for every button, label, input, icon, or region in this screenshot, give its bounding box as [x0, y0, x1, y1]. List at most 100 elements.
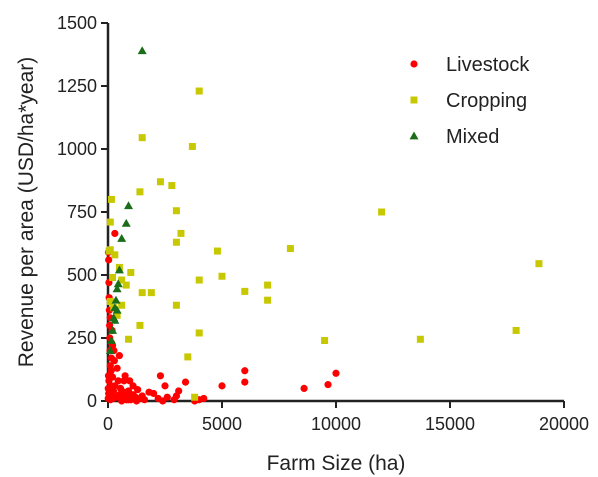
legend-label-mixed: Mixed — [446, 126, 499, 148]
cropping-point — [195, 87, 203, 95]
livestock-point — [129, 391, 137, 399]
x-tick-label: 10000 — [311, 414, 361, 434]
livestock-point — [156, 372, 165, 380]
cropping-point — [172, 301, 180, 309]
cropping-point — [195, 329, 203, 337]
livestock-point — [111, 229, 119, 238]
y-axis-title: Revenue per area (USD/ha*year) — [15, 57, 38, 368]
legend: Livestock Cropping Mixed — [409, 54, 530, 148]
cropping-point — [213, 247, 221, 255]
mixed-point — [108, 325, 118, 334]
x-tick-label: 15000 — [425, 414, 475, 434]
data-points — [104, 46, 543, 405]
livestock-point — [126, 377, 134, 385]
mixed-point — [106, 336, 116, 344]
mixed-point — [124, 201, 134, 210]
y-tick-label: 0 — [87, 391, 97, 411]
y-tick-label: 1500 — [57, 13, 97, 33]
mixed-point — [121, 218, 131, 227]
cropping-point — [191, 393, 199, 401]
cropping-point — [125, 335, 133, 343]
cropping-point — [127, 268, 135, 276]
cropping-point — [106, 218, 114, 226]
livestock-point — [332, 369, 340, 377]
legend-label-livestock: Livestock — [446, 54, 530, 76]
livestock-point — [241, 367, 249, 375]
cropping-point — [147, 289, 155, 297]
x-tick-label: 0 — [103, 414, 113, 434]
livestock-point — [118, 397, 126, 405]
cropping-point — [138, 134, 146, 142]
legend-marker-livestock — [410, 60, 418, 68]
cropping-point — [172, 238, 180, 246]
y-tick-label: 1250 — [57, 76, 97, 96]
livestock-point — [218, 382, 226, 390]
cropping-point — [177, 229, 185, 237]
mixed-point — [114, 265, 124, 274]
cropping-point — [118, 301, 126, 309]
cropping-point — [156, 178, 164, 186]
livestock-point — [170, 396, 178, 404]
livestock-point — [241, 378, 249, 386]
livestock-point — [114, 377, 122, 385]
cropping-point — [241, 287, 249, 295]
livestock-point — [107, 354, 116, 362]
cropping-point — [416, 335, 424, 343]
livestock-point — [106, 362, 114, 370]
livestock-point — [116, 384, 125, 392]
cropping-point — [113, 311, 121, 319]
cropping-point — [138, 289, 146, 297]
livestock-point — [104, 372, 113, 380]
cropping-point — [195, 276, 203, 284]
cropping-point — [286, 245, 294, 253]
mixed-point — [117, 233, 127, 242]
cropping-point — [184, 353, 192, 361]
livestock-point — [154, 394, 162, 403]
livestock-point — [161, 382, 169, 390]
y-tick-label: 1000 — [57, 139, 97, 159]
x-tick-label: 5000 — [202, 414, 242, 434]
cropping-point — [118, 276, 126, 284]
mixed-point — [112, 284, 122, 293]
cropping-point — [264, 296, 272, 304]
cropping-point — [512, 326, 520, 334]
cropping-point — [111, 251, 119, 259]
livestock-point — [300, 384, 308, 392]
cropping-point — [218, 272, 226, 280]
mixed-point — [105, 346, 115, 354]
legend-marker-mixed — [409, 131, 419, 140]
y-tick-label: 500 — [67, 265, 97, 285]
x-axis-title: Farm Size (ha) — [267, 452, 406, 475]
livestock-point — [145, 388, 153, 396]
mixed-point — [111, 295, 121, 304]
cropping-point — [321, 337, 329, 345]
cropping-point — [136, 188, 144, 196]
livestock-point — [105, 256, 113, 264]
livestock-point — [120, 377, 128, 385]
cropping-point — [172, 207, 180, 215]
cropping-point — [264, 281, 272, 289]
cropping-point — [188, 142, 196, 150]
cropping-point — [106, 246, 114, 254]
livestock-point — [104, 384, 112, 392]
mixed-point — [113, 279, 123, 288]
livestock-point — [129, 382, 137, 390]
mixed-point — [109, 313, 119, 322]
cropping-point — [535, 260, 543, 268]
cropping-point — [168, 182, 176, 190]
cropping-point — [378, 208, 386, 216]
cropping-point — [109, 274, 117, 282]
mixed-point — [112, 305, 122, 314]
livestock-point — [113, 364, 121, 372]
cropping-point — [106, 297, 114, 305]
legend-label-cropping: Cropping — [446, 90, 527, 112]
cropping-point — [107, 195, 115, 203]
x-tick-label: 20000 — [539, 414, 589, 434]
cropping-point — [136, 321, 144, 329]
livestock-point — [107, 394, 116, 403]
legend-marker-cropping — [410, 96, 418, 104]
y-tick-label: 250 — [67, 328, 97, 348]
livestock-point — [181, 378, 190, 386]
ticks: 0 5000 10000 15000 20000 0 250 500 750 1000 1250 15… — [57, 13, 589, 434]
